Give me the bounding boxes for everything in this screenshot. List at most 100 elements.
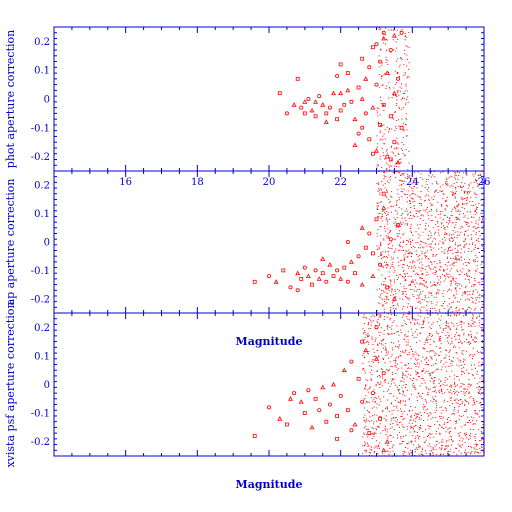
- dense-point: [457, 443, 459, 445]
- dense-point: [385, 169, 387, 171]
- dense-point: [363, 441, 365, 443]
- dense-point: [407, 303, 409, 305]
- dense-point: [403, 233, 405, 235]
- x-tick-label: 24: [406, 177, 419, 188]
- dense-point: [400, 436, 402, 438]
- dense-point: [436, 332, 438, 334]
- dense-point: [417, 289, 419, 291]
- dense-point: [467, 323, 469, 325]
- dense-point: [371, 369, 372, 371]
- dense-point: [401, 291, 403, 293]
- dense-point: [413, 208, 415, 209]
- dense-point: [443, 194, 445, 196]
- dense-point: [478, 226, 480, 228]
- dense-point: [415, 242, 417, 244]
- dense-point: [398, 206, 400, 208]
- dense-point: [437, 226, 439, 228]
- dense-point: [411, 256, 412, 257]
- dense-point: [439, 347, 441, 349]
- dense-point: [408, 284, 410, 286]
- dense-point: [402, 325, 404, 327]
- dense-point: [471, 237, 473, 239]
- dense-point: [385, 415, 387, 417]
- dense-point: [430, 210, 432, 212]
- dense-point: [454, 206, 456, 208]
- dense-point: [441, 412, 443, 414]
- dense-point: [471, 451, 473, 453]
- dense-point: [406, 58, 408, 60]
- dense-point: [414, 200, 416, 202]
- data-point: [281, 268, 286, 273]
- dense-point: [474, 173, 476, 175]
- dense-point: [415, 273, 417, 275]
- dense-point: [423, 284, 425, 286]
- dense-point: [447, 378, 449, 380]
- dense-point: [438, 333, 439, 335]
- dense-point: [422, 449, 423, 451]
- dense-point: [408, 62, 410, 64]
- dense-point: [382, 377, 384, 379]
- dense-point: [443, 422, 445, 424]
- dense-point: [386, 149, 388, 150]
- dense-point: [380, 244, 381, 246]
- dense-point: [389, 248, 391, 249]
- dense-point: [463, 203, 465, 205]
- dense-point: [446, 321, 447, 322]
- dense-point: [457, 234, 459, 236]
- dense-point: [412, 335, 414, 337]
- dense-point: [448, 427, 450, 429]
- dense-point: [397, 389, 399, 391]
- dense-point: [418, 296, 420, 298]
- dense-point: [387, 382, 389, 384]
- dense-point: [425, 257, 426, 259]
- dense-point: [425, 363, 427, 365]
- dense-point: [433, 377, 435, 379]
- dense-point: [419, 283, 421, 285]
- dense-point: [434, 445, 436, 447]
- dense-point: [454, 421, 456, 423]
- dense-point: [467, 193, 469, 195]
- dense-point: [400, 259, 402, 261]
- dense-point: [447, 290, 449, 292]
- dense-point: [464, 251, 465, 253]
- dense-point: [377, 343, 379, 345]
- dense-point: [364, 330, 366, 332]
- dense-point: [362, 452, 364, 454]
- dense-point: [454, 399, 455, 401]
- dense-point: [401, 217, 403, 219]
- dense-point: [384, 278, 386, 280]
- dense-point: [453, 182, 455, 184]
- dense-point: [430, 400, 432, 402]
- dense-point: [373, 356, 375, 357]
- dense-point: [480, 437, 482, 439]
- dense-point: [405, 85, 407, 87]
- dense-point: [403, 378, 405, 380]
- dense-point: [383, 133, 385, 135]
- dense-point: [449, 175, 451, 177]
- dense-point: [382, 411, 384, 413]
- dense-point: [451, 360, 453, 362]
- dense-point: [387, 370, 389, 372]
- dense-point: [380, 258, 382, 259]
- dense-point: [453, 391, 455, 392]
- dense-point: [372, 415, 374, 417]
- dense-point: [475, 341, 476, 343]
- dense-point: [377, 143, 379, 145]
- dense-point: [476, 268, 478, 270]
- dense-point: [413, 318, 415, 320]
- dense-point: [385, 61, 387, 63]
- dense-point: [457, 283, 459, 284]
- dense-point: [428, 389, 430, 390]
- dense-point: [366, 401, 367, 402]
- dense-point: [390, 211, 392, 213]
- dense-point: [403, 260, 405, 261]
- dense-point: [403, 288, 405, 290]
- dense-point: [415, 388, 417, 390]
- dense-point: [423, 252, 425, 254]
- dense-point: [376, 310, 378, 312]
- dense-point: [475, 445, 477, 447]
- dense-point: [410, 419, 412, 421]
- dense-point: [481, 364, 483, 366]
- dense-point: [430, 268, 432, 270]
- dense-point: [432, 255, 434, 257]
